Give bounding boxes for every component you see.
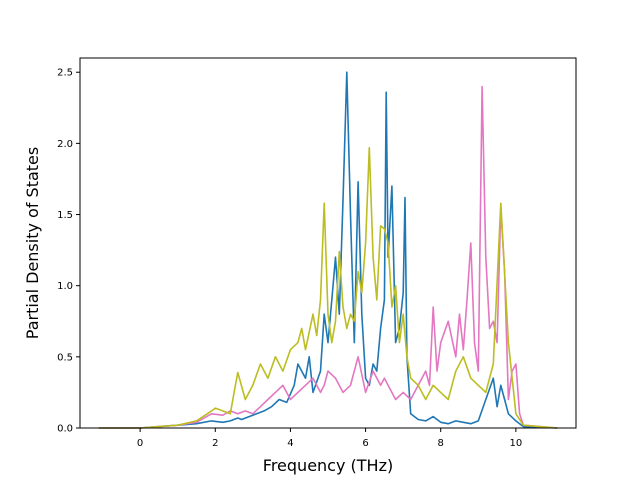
- y-tick-label: 2.5: [57, 68, 73, 79]
- x-tick-label: 2: [212, 438, 218, 449]
- y-tick-label: 0.5: [57, 352, 73, 363]
- y-tick-label: 0.0: [57, 424, 73, 435]
- plot-lines: [98, 71, 558, 429]
- series-line-1: [98, 85, 558, 429]
- y-axis-label: Partial Density of States: [23, 147, 42, 339]
- y-axis-ticks: 0.0 0.5 1.0 1.5 2.0 2.5: [57, 68, 80, 435]
- x-tick-label: 0: [137, 438, 143, 449]
- x-axis-label: Frequency (THz): [263, 456, 393, 475]
- x-tick-label: 8: [438, 438, 444, 449]
- y-tick-label: 1.5: [57, 210, 73, 221]
- axes-frame: [79, 57, 577, 429]
- y-tick-label: 1.0: [57, 281, 73, 292]
- x-axis-ticks: 0 2 4 6 8 10: [137, 428, 522, 449]
- series-line-2: [98, 146, 558, 429]
- x-tick-label: 10: [510, 438, 523, 449]
- y-tick-label: 2.0: [57, 139, 73, 150]
- x-tick-label: 6: [362, 438, 368, 449]
- series-line-0: [98, 71, 558, 429]
- x-tick-label: 4: [287, 438, 293, 449]
